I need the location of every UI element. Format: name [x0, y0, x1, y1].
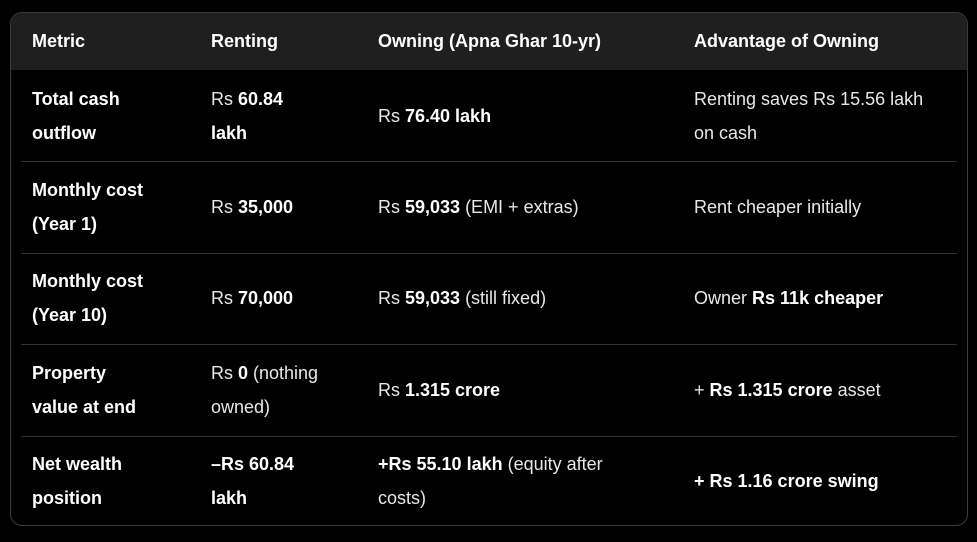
metric-cell: Monthly cost (Year 10): [32, 271, 143, 325]
header-renting: Renting: [211, 31, 278, 51]
header-owning: Owning (Apna Ghar 10-yr): [378, 31, 602, 51]
row-divider: [21, 436, 957, 437]
comparison-table: Metric Renting Owning (Apna Ghar 10-yr) …: [10, 12, 968, 526]
metric-cell: Property value at end: [32, 363, 137, 417]
metric-cell: Monthly cost (Year 1): [32, 180, 143, 234]
renting-cell: Rs 35,000: [211, 197, 294, 217]
metric-cell: Net wealth position: [32, 454, 123, 508]
advantage-cell: + Rs 1.16 crore swing: [694, 471, 879, 491]
renting-cell: Rs 70,000: [211, 288, 294, 308]
row-divider: [21, 344, 957, 345]
row-divider: [21, 253, 957, 254]
owning-cell: Rs 59,033 (still fixed): [378, 288, 547, 308]
renting-cell: Rs 60.84 lakh: [211, 89, 284, 143]
header-advantage: Advantage of Owning: [694, 31, 880, 51]
table-header: Metric Renting Owning (Apna Ghar 10-yr) …: [11, 13, 967, 70]
advantage-cell: Renting saves Rs 15.56 lakh on cash: [694, 89, 924, 143]
owning-cell: Rs 1.315 crore: [378, 380, 501, 400]
advantage-cell: Rent cheaper initially: [694, 197, 862, 217]
owning-cell: Rs 59,033 (EMI + extras): [378, 197, 579, 217]
advantage-cell: Owner Rs 11k cheaper: [694, 288, 884, 308]
renting-cell: –Rs 60.84 lakh: [211, 454, 295, 508]
owning-cell: +Rs 55.10 lakh (equity after costs): [378, 454, 603, 508]
advantage-cell: + Rs 1.315 crore asset: [694, 380, 881, 400]
owning-cell: Rs 76.40 lakh: [378, 106, 492, 126]
header-metric: Metric: [32, 31, 86, 51]
row-divider: [21, 161, 957, 162]
renting-cell: Rs 0 (nothing owned): [211, 363, 319, 417]
metric-cell: Total cash outflow: [32, 89, 120, 143]
